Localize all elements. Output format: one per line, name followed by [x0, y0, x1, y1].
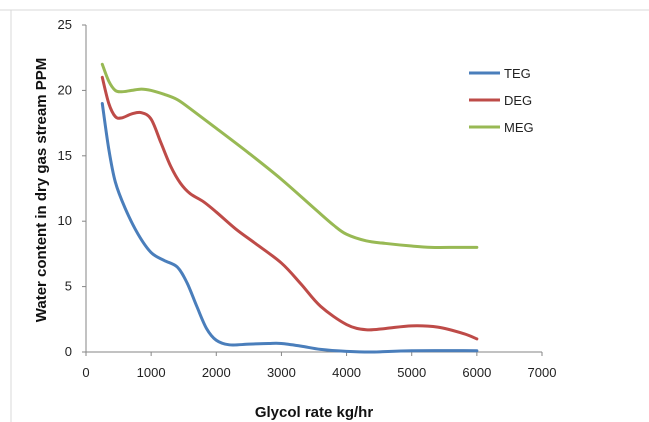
x-tick-label: 5000 [397, 365, 426, 380]
legend-label-deg: DEG [504, 93, 532, 108]
tick-labels: 0 5 10 15 20 25 0 1000 2000 3000 4000 5000 6000 7000 [58, 17, 557, 380]
x-tick-label: 0 [82, 365, 89, 380]
series-line-meg [100, 62, 479, 249]
x-tick-label: 7000 [528, 365, 557, 380]
x-axis-title: Glycol rate kg/hr [255, 404, 374, 421]
series-line-teg [100, 101, 479, 354]
axes [82, 24, 543, 356]
x-tick-label: 3000 [267, 365, 296, 380]
legend-label-meg: MEG [504, 120, 534, 135]
y-tick-label: 5 [65, 279, 72, 294]
x-tick-label: 1000 [137, 365, 166, 380]
y-tick-label: 20 [58, 82, 72, 97]
y-tick-label: 25 [58, 17, 72, 32]
y-tick-label: 15 [58, 148, 72, 163]
series-line-deg [100, 75, 479, 341]
y-tick-label: 0 [65, 344, 72, 359]
series-lines [100, 62, 479, 354]
y-tick-label: 10 [58, 213, 72, 228]
y-axis-title: Water content in dry gas stream PPM [33, 58, 50, 323]
legend: TEG DEG MEG [469, 66, 534, 135]
x-tick-label: 6000 [462, 365, 491, 380]
x-tick-label: 4000 [332, 365, 361, 380]
legend-label-teg: TEG [504, 66, 531, 81]
x-tick-label: 2000 [202, 365, 231, 380]
